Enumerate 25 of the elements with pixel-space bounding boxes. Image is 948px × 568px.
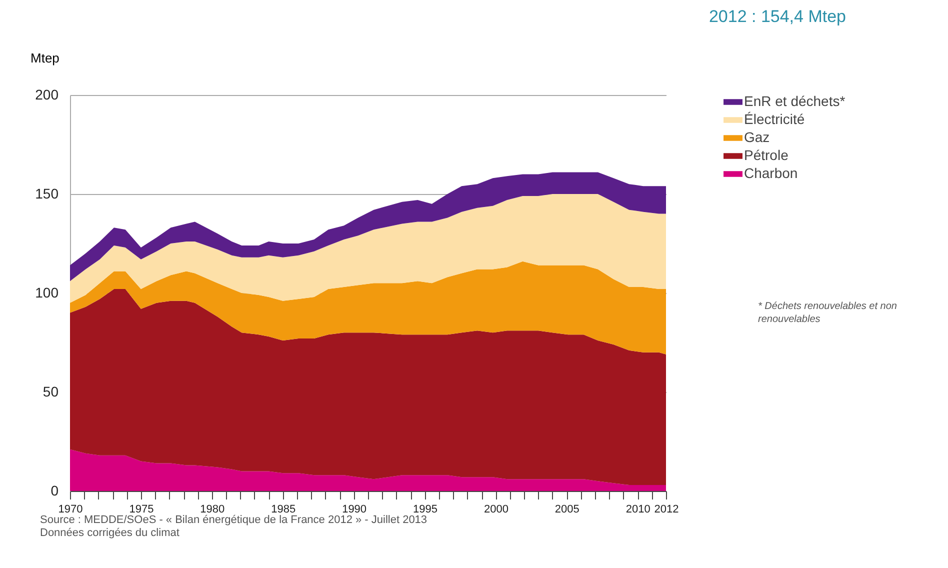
- y-tick-label: 50: [42, 384, 59, 400]
- text: * Déchets renouvelables et non renouvelables: [758, 300, 898, 326]
- x-tick-label: 1980: [200, 504, 225, 516]
- y-tick-label: 200: [35, 86, 59, 102]
- x-tick-label: 1975: [129, 504, 154, 516]
- legend-label: Charbon: [744, 165, 798, 181]
- y-tick-label: 150: [35, 186, 59, 202]
- x-tick-label: 1970: [58, 504, 83, 516]
- x-tick-label: 2010: [626, 504, 650, 516]
- x-tick-label: 1985: [271, 504, 296, 516]
- x-tick-label: 2005: [554, 504, 580, 516]
- y-axis-title: Mtep: [30, 50, 60, 66]
- text: Données corrigées du climat: [40, 527, 180, 539]
- legend-label: Pétrole: [744, 147, 789, 163]
- x-tick-label: 1990: [342, 504, 367, 516]
- source-note: Source : MEDDE/SOeS - « Bilan énergétique de la France 2012 » - Juillet 2013: [40, 514, 428, 526]
- x-tick-label: 2012: [654, 504, 679, 516]
- legend-label: Gaz: [744, 129, 770, 145]
- legend-label: EnR et déchets*: [744, 93, 846, 109]
- x-tick-label: 1995: [413, 504, 438, 516]
- y-tick-label: 0: [50, 482, 59, 498]
- y-tick-label: 100: [35, 284, 59, 300]
- x-tick-label: 2000: [484, 504, 508, 516]
- legend-label: Électricité: [744, 111, 805, 127]
- text: 2012 : 154,4 Mtep: [708, 7, 846, 26]
